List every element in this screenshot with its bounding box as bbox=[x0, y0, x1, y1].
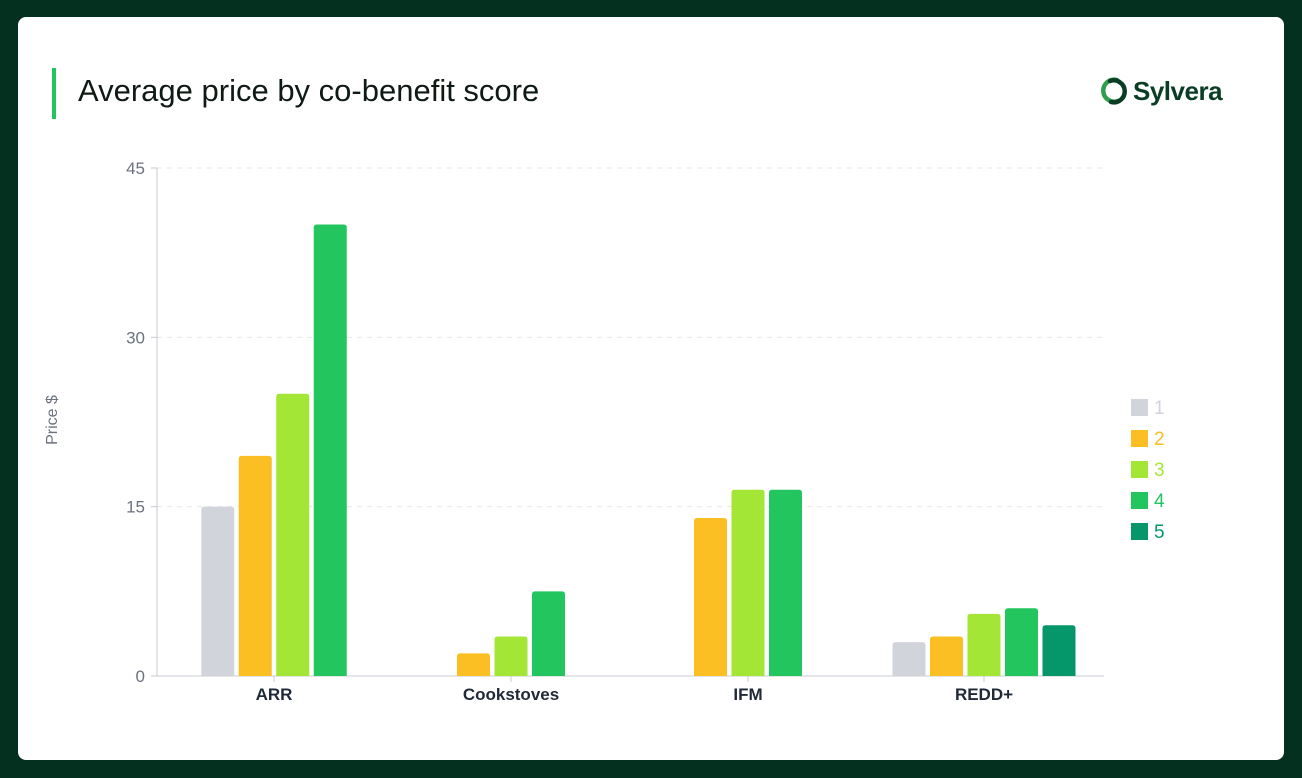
bar-redd-score-3 bbox=[967, 613, 1001, 676]
brand-name: Sylvera bbox=[1133, 75, 1223, 106]
bar-arr-score-4 bbox=[313, 224, 347, 676]
legend-label: 1 bbox=[1154, 398, 1165, 419]
sylvera-logo-icon bbox=[1101, 77, 1127, 105]
chart-title: Average price by co-benefit score bbox=[78, 73, 540, 108]
legend-swatch bbox=[1131, 399, 1148, 416]
y-tick-label: 45 bbox=[126, 159, 145, 178]
bar-redd-score-4 bbox=[1005, 608, 1038, 676]
bar-ifm-score-2 bbox=[694, 517, 727, 676]
y-tick-label: 0 bbox=[136, 667, 145, 686]
y-tick-label: 15 bbox=[126, 498, 145, 517]
bar-arr-score-2 bbox=[238, 455, 272, 676]
bar-redd-score-2 bbox=[930, 636, 963, 676]
bar-cookstoves-score-2 bbox=[457, 653, 490, 676]
y-tick-label: 30 bbox=[126, 328, 145, 347]
bar-cookstoves-score-4 bbox=[532, 591, 565, 676]
bar-arr-score-3 bbox=[276, 393, 310, 676]
brand-logo: Sylvera bbox=[1100, 75, 1223, 107]
legend-swatch bbox=[1131, 430, 1148, 447]
legend-swatch bbox=[1131, 492, 1148, 509]
x-tick-label: Cookstoves bbox=[463, 685, 559, 704]
x-tick-label: ARR bbox=[256, 685, 293, 704]
legend-swatch bbox=[1131, 461, 1148, 478]
bar-redd-score-1 bbox=[892, 642, 926, 676]
x-tick-label: REDD+ bbox=[955, 685, 1013, 704]
x-tick-label: IFM bbox=[733, 685, 762, 704]
bar-cookstoves-score-3 bbox=[494, 636, 528, 676]
legend-label: 2 bbox=[1154, 429, 1165, 450]
legend-label: 4 bbox=[1154, 491, 1165, 512]
legend-label: 3 bbox=[1154, 460, 1165, 481]
title-accent-bar bbox=[52, 68, 56, 119]
bar-ifm-score-3 bbox=[731, 489, 765, 676]
bar-arr-score-1 bbox=[201, 506, 235, 676]
legend-label: 5 bbox=[1154, 522, 1165, 543]
bar-redd-score-5 bbox=[1042, 625, 1076, 676]
bar-ifm-score-4 bbox=[769, 489, 802, 676]
legend-swatch bbox=[1131, 523, 1148, 540]
y-axis-label: Price $ bbox=[44, 395, 61, 445]
